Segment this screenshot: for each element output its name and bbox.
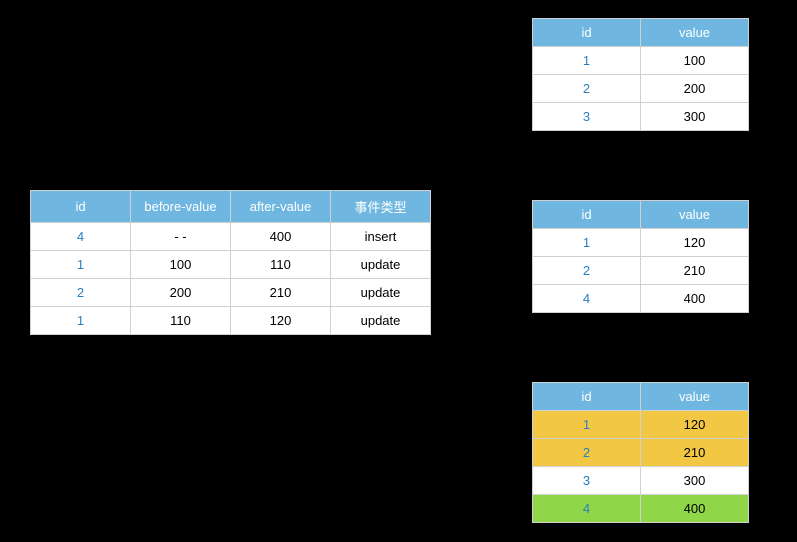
cell-id: 1 [533,47,641,75]
cell-value: 120 [641,229,749,257]
col-id: id [533,201,641,229]
col-id: id [533,19,641,47]
table-row: 1 110 120 update [31,307,431,335]
cell-before: 110 [131,307,231,335]
cell-event: update [331,279,431,307]
col-event-type: 事件类型 [331,191,431,223]
table-row: 4 - - 400 insert [31,223,431,251]
cell-id: 1 [533,229,641,257]
table-row: 1 120 [533,411,749,439]
cell-value: 400 [641,495,749,523]
table-row: 1 100 110 update [31,251,431,279]
snapshot-header-row: id value [533,383,749,411]
table-row: 4 400 [533,495,749,523]
table-row: 1 100 [533,47,749,75]
snapshot-table-3: id value 1 120 2 210 3 300 4 400 [532,382,749,523]
cell-after: 400 [231,223,331,251]
col-after: after-value [231,191,331,223]
cell-id: 1 [31,307,131,335]
cell-before: - - [131,223,231,251]
cell-event: update [331,307,431,335]
cell-id: 2 [533,257,641,285]
snapshot-table-2: id value 1 120 2 210 4 400 [532,200,749,313]
snapshot-header-row: id value [533,19,749,47]
col-before: before-value [131,191,231,223]
event-log-header-row: id before-value after-value 事件类型 [31,191,431,223]
table-row: 2 210 [533,257,749,285]
snapshot-table-1: id value 1 100 2 200 3 300 [532,18,749,131]
cell-id: 1 [31,251,131,279]
cell-value: 400 [641,285,749,313]
table-row: 2 210 [533,439,749,467]
table-row: 4 400 [533,285,749,313]
cell-before: 200 [131,279,231,307]
col-value: value [641,201,749,229]
col-value: value [641,19,749,47]
col-id: id [31,191,131,223]
cell-after: 110 [231,251,331,279]
table-row: 3 300 [533,467,749,495]
cell-after: 210 [231,279,331,307]
cell-before: 100 [131,251,231,279]
cell-id: 2 [533,75,641,103]
cell-value: 120 [641,411,749,439]
cell-id: 4 [533,495,641,523]
cell-id: 1 [533,411,641,439]
snapshot-header-row: id value [533,201,749,229]
cell-id: 2 [533,439,641,467]
col-id: id [533,383,641,411]
cell-value: 200 [641,75,749,103]
cell-id: 4 [533,285,641,313]
cell-event: update [331,251,431,279]
cell-id: 4 [31,223,131,251]
cell-value: 300 [641,467,749,495]
cell-id: 3 [533,103,641,131]
cell-id: 3 [533,467,641,495]
cell-value: 300 [641,103,749,131]
col-value: value [641,383,749,411]
table-row: 1 120 [533,229,749,257]
cell-value: 210 [641,439,749,467]
table-row: 2 200 210 update [31,279,431,307]
cell-id: 2 [31,279,131,307]
cell-event: insert [331,223,431,251]
event-log-table: id before-value after-value 事件类型 4 - - 4… [30,190,431,335]
cell-value: 210 [641,257,749,285]
table-row: 3 300 [533,103,749,131]
table-row: 2 200 [533,75,749,103]
cell-after: 120 [231,307,331,335]
cell-value: 100 [641,47,749,75]
